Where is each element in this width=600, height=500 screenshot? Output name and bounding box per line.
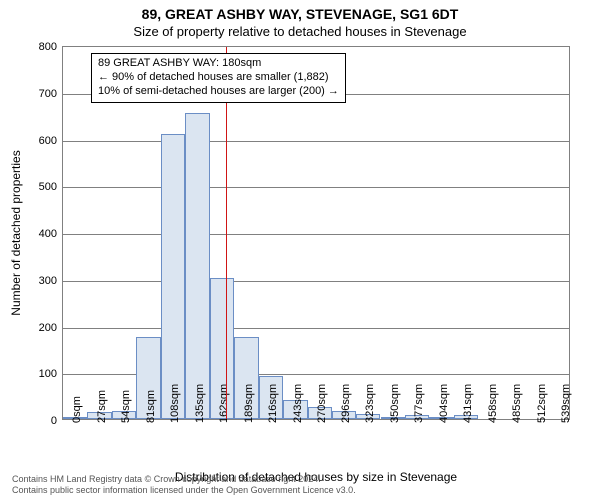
x-tick-label: 0sqm [71,396,83,423]
y-tick-label: 100 [39,368,63,380]
gridline [63,328,569,329]
x-tick-label: 485sqm [511,384,523,423]
x-tick-label: 270sqm [316,384,328,423]
x-tick-label: 323sqm [364,384,376,423]
x-tick-label: 27sqm [96,390,108,423]
x-tick-label: 296sqm [340,384,352,423]
histogram-bar [161,134,185,419]
annotation-line: 89 GREAT ASHBY WAY: 180sqm [98,57,339,71]
x-tick-label: 189sqm [243,384,255,423]
annotation-box: 89 GREAT ASHBY WAY: 180sqm← 90% of detac… [91,53,346,103]
gridline [63,187,569,188]
x-tick-label: 162sqm [218,384,230,423]
x-tick-label: 54sqm [120,390,132,423]
y-tick-label: 500 [39,181,63,193]
y-axis-label: Number of detached properties [9,150,23,315]
gridline [63,281,569,282]
annotation-line: 10% of semi-detached houses are larger (… [98,85,339,99]
gridline [63,141,569,142]
y-tick-label: 600 [39,135,63,147]
y-tick-label: 700 [39,88,63,100]
annotation-line: ← 90% of detached houses are smaller (1,… [98,71,339,85]
attribution-line: Contains HM Land Registry data © Crown c… [12,474,356,485]
x-tick-label: 404sqm [438,384,450,423]
page-title: 89, GREAT ASHBY WAY, STEVENAGE, SG1 6DT [0,6,600,22]
attribution: Contains HM Land Registry data © Crown c… [12,474,356,496]
x-tick-label: 431sqm [462,384,474,423]
x-tick-label: 350sqm [389,384,401,423]
x-tick-label: 81sqm [145,390,157,423]
chart: 01002003004005006007008000sqm27sqm54sqm8… [62,46,570,420]
plot-area: 01002003004005006007008000sqm27sqm54sqm8… [62,46,570,420]
x-tick-label: 216sqm [267,384,279,423]
attribution-line: Contains public sector information licen… [12,485,356,496]
y-tick-label: 0 [51,415,63,427]
y-tick-label: 300 [39,275,63,287]
y-tick-label: 800 [39,41,63,53]
histogram-bar [185,113,209,419]
x-tick-label: 458sqm [487,384,499,423]
y-tick-label: 400 [39,228,63,240]
gridline [63,234,569,235]
x-tick-label: 108sqm [169,384,181,423]
y-tick-label: 200 [39,322,63,334]
x-tick-label: 512sqm [536,384,548,423]
x-tick-label: 377sqm [413,384,425,423]
x-tick-label: 135sqm [194,384,206,423]
x-tick-label: 243sqm [292,384,304,423]
x-tick-label: 539sqm [560,384,572,423]
page-subtitle: Size of property relative to detached ho… [0,24,600,39]
